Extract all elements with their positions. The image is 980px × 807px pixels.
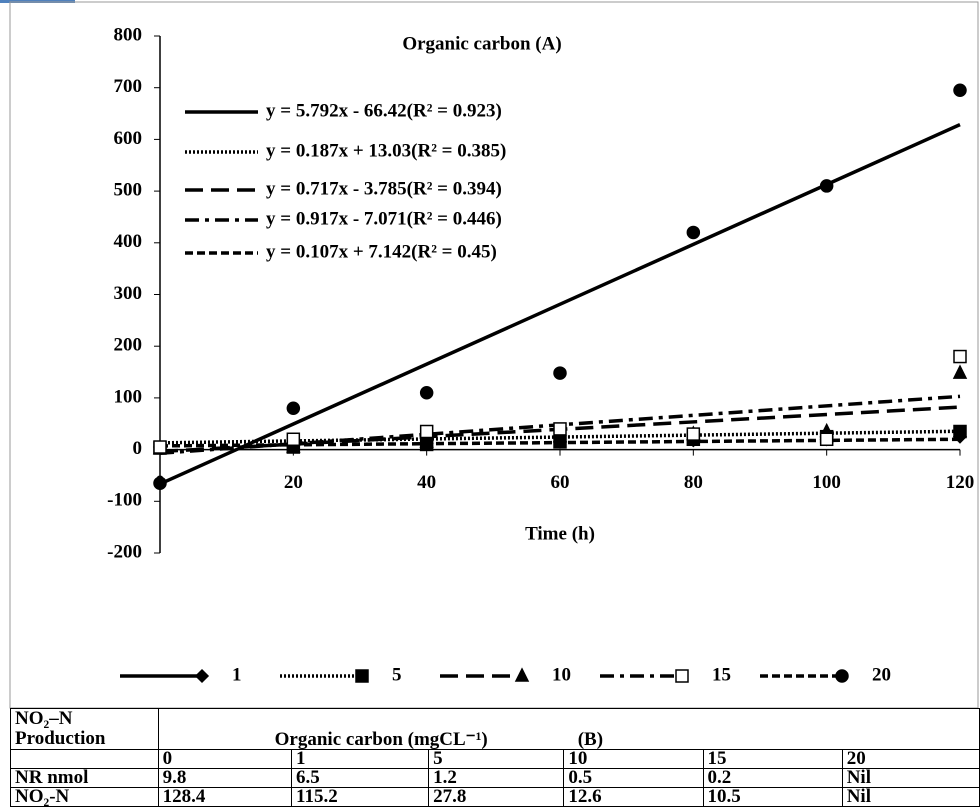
table-cell: 10 (563, 749, 704, 769)
data-point (419, 385, 434, 400)
table-cell: 27.8 (428, 787, 565, 807)
table-caption-cell: Organic carbon (mgCL⁻¹) (B) (157, 708, 980, 750)
table-cell: 115.2 (291, 787, 430, 807)
data-point (686, 225, 701, 240)
legend-label: 5 (392, 664, 402, 685)
table-cell: 1 (291, 749, 430, 769)
legend-marker (675, 669, 689, 683)
y-tick-label: -200 (107, 541, 142, 562)
x-tick-label: 80 (684, 472, 703, 493)
legend-marker (355, 669, 369, 683)
table-body: 0 1 5 10 15 20 NR nmol 9.8 6.5 1.2 0.5 0.2 Nil NO₂-N 1… (10, 749, 980, 807)
table-cell: Nil (841, 768, 980, 788)
data-point (286, 432, 301, 447)
data-point (553, 366, 567, 380)
legend-label: 15 (712, 664, 731, 685)
data-point (819, 432, 834, 447)
table-row: 0 1 5 10 15 20 (10, 749, 980, 769)
data-point (286, 401, 301, 415)
table-cell: 0.5 (563, 768, 704, 788)
y-tick-label: 100 (114, 386, 143, 407)
x-tick-label: 40 (417, 472, 436, 493)
table-cell: 9.8 (157, 768, 293, 788)
y-tick-label: 500 (114, 179, 143, 200)
data-point (553, 422, 567, 436)
x-tick-label: 60 (551, 472, 570, 493)
data-point (153, 440, 167, 454)
data-point (953, 349, 967, 364)
x-axis-label: Time (h) (525, 523, 595, 544)
y-tick-label: 400 (114, 231, 143, 252)
y-tick-label: 700 (114, 76, 143, 97)
data-point (819, 179, 834, 193)
legend-label: 10 (552, 664, 571, 685)
table-row: NR nmol 9.8 6.5 1.2 0.5 0.2 Nil (10, 768, 980, 788)
table-cell: 6.5 (291, 768, 430, 788)
table-cell: Nil (841, 787, 980, 807)
y-tick-label: -100 (107, 490, 142, 511)
chart: Organic carbon (A) Time (h) -200 -100 0 100… (0, 0, 979, 709)
data-point (953, 83, 967, 98)
table-cell: 5 (428, 749, 565, 769)
data-point (419, 424, 434, 439)
data-point (153, 476, 167, 490)
legend-label: 1 (232, 664, 242, 685)
y-tick-label: 300 (114, 283, 143, 304)
table-cell: 12.6 (563, 787, 704, 807)
table-cell: 15 (702, 749, 843, 769)
data-point (953, 424, 967, 439)
trendline-label: y = 0.717x - 3.785(R² = 0.394) (266, 178, 502, 199)
data-table: NO₂–N Production Organic carbon (mgCL⁻¹)… (10, 708, 980, 807)
legend-marker (835, 669, 849, 683)
trendline-label: y = 5.792x - 66.42(R² = 0.923) (266, 100, 502, 121)
trendline-label: y = 0.187x + 13.03(R² = 0.385) (266, 140, 506, 161)
table-header: NO₂–N Production (10, 708, 159, 750)
chart-title: Organic carbon (A) (402, 33, 561, 54)
data-point (552, 427, 568, 443)
data-point (419, 433, 434, 448)
table-cell: 10.5 (702, 787, 843, 807)
table-cell: 20 (841, 749, 980, 769)
legend-marker (194, 668, 210, 684)
x-tick-label: 120 (946, 472, 975, 493)
table-row: NO₂-N 128.4 115.2 27.8 12.6 10.5 Nil (10, 787, 980, 807)
table-tag: (B) (577, 729, 604, 750)
trendline-label: y = 0.917x - 7.071(R² = 0.446) (266, 208, 502, 229)
x-tick-label: 100 (812, 472, 841, 493)
legend-label: 20 (872, 664, 891, 685)
table-cell: 0 (157, 749, 293, 769)
table-cell: NO₂-N (10, 787, 159, 807)
table-cell (10, 749, 159, 769)
x-tick-label: 20 (284, 472, 303, 493)
data-point (952, 364, 968, 379)
y-tick-label: 200 (114, 335, 143, 356)
trendline-label: y = 0.107x + 7.142(R² = 0.45) (266, 241, 497, 262)
y-tick-label: 600 (114, 128, 143, 149)
y-tick-label: 0 (133, 438, 143, 459)
data-point (286, 438, 301, 453)
table-caption: Organic carbon (mgCL⁻¹) (274, 729, 488, 750)
table-cell: 128.4 (157, 787, 293, 807)
data-point (686, 427, 701, 441)
y-tick-label: 800 (114, 24, 143, 45)
legend-marker (514, 667, 530, 682)
